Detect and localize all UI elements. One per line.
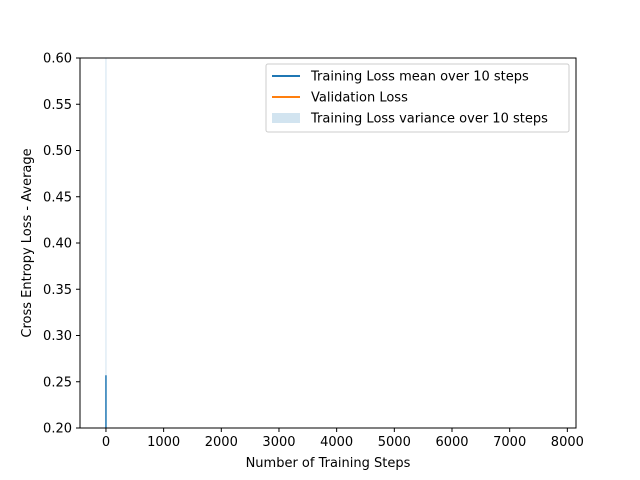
x-tick-label: 5000 xyxy=(378,435,411,450)
y-axis-label: Cross Entropy Loss - Average xyxy=(20,148,35,337)
x-tick-label: 1000 xyxy=(147,435,180,450)
y-tick-label: 0.45 xyxy=(43,190,72,205)
x-tick-label: 7000 xyxy=(493,435,526,450)
y-tick-label: 0.55 xyxy=(43,98,72,113)
y-axis-ticks: 0.20 0.25 0.30 0.35 0.40 0.45 0.50 0.55 0.60 xyxy=(43,52,80,437)
y-tick-label: 0.25 xyxy=(43,375,72,390)
x-tick-label: 4000 xyxy=(320,435,353,450)
x-tick-label: 0 xyxy=(102,435,110,450)
x-tick-label: 8000 xyxy=(551,435,584,450)
y-tick-label: 0.20 xyxy=(43,422,72,437)
legend-label-training-mean: Training Loss mean over 10 steps xyxy=(310,70,529,85)
y-tick-label: 0.50 xyxy=(43,144,72,159)
y-tick-label: 0.60 xyxy=(43,52,72,67)
x-tick-label: 2000 xyxy=(205,435,238,450)
x-axis-label: Number of Training Steps xyxy=(246,456,411,471)
y-tick-label: 0.35 xyxy=(43,283,72,298)
x-axis-ticks: 0 1000 2000 3000 4000 5000 6000 7000 8000 xyxy=(102,428,584,450)
legend-swatch-training-variance xyxy=(272,113,300,123)
x-tick-label: 6000 xyxy=(435,435,468,450)
x-tick-label: 3000 xyxy=(262,435,295,450)
legend: Training Loss mean over 10 steps Validat… xyxy=(265,63,570,133)
legend-label-training-variance: Training Loss variance over 10 steps xyxy=(310,112,548,127)
legend-label-validation: Validation Loss xyxy=(311,91,408,106)
legend-box xyxy=(265,63,570,133)
y-tick-label: 0.40 xyxy=(43,237,72,252)
y-tick-label: 0.30 xyxy=(43,329,72,344)
